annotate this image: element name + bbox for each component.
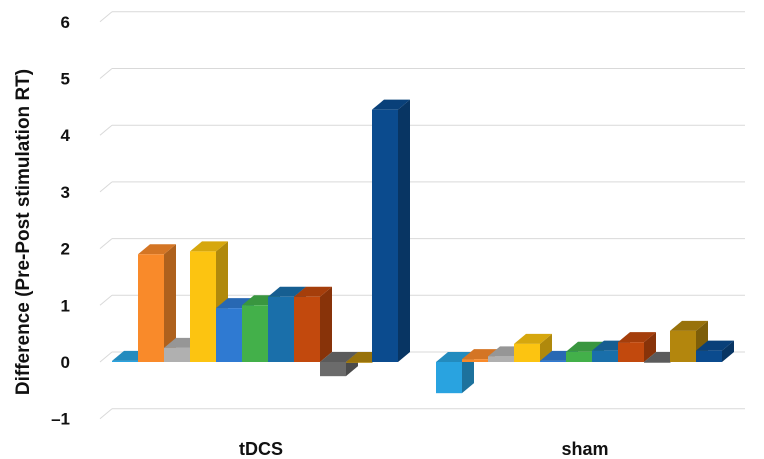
y-tick-label: –1 (51, 410, 70, 429)
bar-front (514, 343, 540, 362)
gridline-depth (99, 408, 113, 420)
bar (618, 332, 656, 362)
bar-side (398, 99, 410, 362)
bar-front (216, 308, 242, 362)
bar-front (696, 350, 722, 362)
y-tick-label: 1 (61, 296, 70, 315)
x-category-label: sham (561, 439, 608, 459)
bar-top (372, 99, 410, 110)
bars (112, 99, 734, 394)
bar-side (722, 340, 734, 362)
bar-front (644, 362, 670, 363)
gridline-depth (99, 181, 113, 193)
bar-front (268, 296, 294, 362)
bar-front (488, 356, 514, 362)
bar-front (242, 305, 268, 362)
bar-front (670, 330, 696, 362)
bar-side (164, 244, 176, 362)
bar (372, 99, 410, 362)
gridline-depth (99, 238, 113, 249)
bar-top (294, 286, 332, 297)
y-tick-label: 6 (61, 13, 70, 32)
bar-front (138, 254, 164, 362)
bar-front (372, 109, 398, 362)
bar-side (644, 332, 656, 362)
bar-front (164, 347, 190, 362)
gridline-depth (99, 294, 113, 306)
bar-front (540, 360, 566, 362)
bar (294, 286, 332, 362)
bar-front (566, 351, 592, 362)
y-tick-label: 4 (61, 126, 71, 145)
bar-top (670, 320, 708, 331)
gridline-depth (99, 124, 113, 136)
gridline-depth (99, 11, 113, 23)
bar-front (320, 362, 346, 377)
bar-top (268, 286, 306, 297)
y-axis-ticks: –1 0 1 2 3 4 5 6 (51, 13, 70, 429)
y-tick-label: 0 (61, 353, 70, 372)
bar-top (138, 244, 176, 255)
bar-front (592, 350, 618, 362)
bar-front (112, 360, 138, 362)
bar (696, 340, 734, 362)
y-tick-label: 3 (61, 183, 70, 202)
bar-front (190, 251, 216, 362)
bar-front (294, 296, 320, 362)
bar-side (462, 352, 474, 394)
x-axis-categories: tDCS sham (239, 439, 609, 459)
bar-top (696, 340, 734, 351)
bar (138, 244, 176, 362)
y-axis-label: Difference (Pre-Post stimulation RT) (13, 69, 34, 395)
y-tick-label: 2 (61, 240, 70, 259)
bar-front (618, 342, 644, 362)
y-tick-label: 5 (61, 70, 70, 89)
x-category-label: tDCS (239, 439, 283, 459)
bar (514, 333, 552, 362)
bar-front (462, 359, 488, 362)
gridline-depth (99, 68, 113, 79)
bar-top (190, 241, 228, 252)
bar-side (320, 286, 332, 362)
bar-front (346, 362, 372, 363)
bar-top (514, 333, 552, 344)
bar-front (436, 362, 462, 394)
bar-top (320, 352, 358, 362)
bar-top (618, 332, 656, 343)
gridline-depth (99, 351, 113, 363)
bar-side (540, 333, 552, 362)
